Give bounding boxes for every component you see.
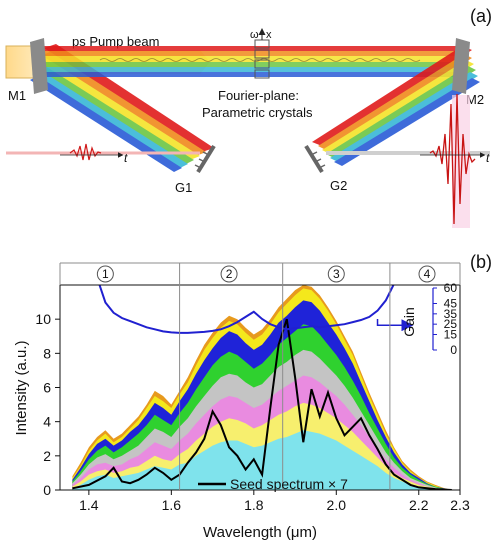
beams-horizontal	[44, 46, 460, 77]
y-tick-label: 0	[43, 482, 51, 498]
x-tick-label: 1.6	[162, 497, 182, 513]
section-circle	[418, 265, 436, 283]
section-markers: 1 2 3 4	[59, 262, 461, 490]
x-tick-label: 2.3	[450, 497, 470, 513]
panel-a-label: (a)	[470, 6, 492, 26]
y-axis: 0 2 4 6 8 10	[35, 311, 60, 498]
section-circle	[96, 265, 114, 283]
output-pulse	[429, 93, 476, 225]
panel-a: (a) ps Pump beam	[5, 6, 492, 228]
fourier-label-1: Fourier-plane:	[218, 88, 299, 103]
y-tick-label: 6	[43, 380, 51, 396]
time-label-1: t	[124, 151, 128, 165]
mirror-m2	[452, 38, 470, 94]
gain-curve	[98, 285, 395, 334]
beams-m1-g1	[30, 44, 214, 172]
plot-area	[72, 285, 452, 490]
legend-label: Seed spectrum × 7	[230, 476, 348, 492]
grating-g2	[304, 144, 326, 174]
g1-label: G1	[175, 180, 192, 195]
section-label: 3	[333, 267, 340, 281]
gain-tick-label: 0	[450, 343, 457, 357]
grating-g1	[194, 144, 216, 174]
x-tick-label: 1.8	[244, 497, 264, 513]
panel-b-label: (b)	[470, 252, 492, 272]
x-tick-label: 1.4	[79, 497, 99, 513]
gain-tick-label: 60	[444, 281, 458, 295]
x-tick-label: 2.2	[409, 497, 429, 513]
y-tick-label: 4	[43, 414, 51, 430]
y-tick-label: 8	[43, 345, 51, 361]
gain-arrow	[376, 319, 414, 332]
x-axis-label: Wavelength (μm)	[203, 524, 317, 541]
gain-tick-label: 35	[444, 307, 458, 321]
omega-label: ω	[250, 29, 259, 41]
gain-tick-label: 45	[444, 297, 458, 311]
gain-tick-label: 15	[444, 328, 458, 342]
section-circle	[327, 265, 345, 283]
y-tick-label: 2	[43, 448, 51, 464]
g2-label: G2	[330, 178, 347, 193]
x-tick-label: 2.0	[327, 497, 347, 513]
x-axis: 1.4 1.6 1.8 2.0 2.2 2.3	[79, 490, 470, 513]
section-circle	[220, 265, 238, 283]
y-tick-label: 10	[35, 311, 51, 327]
x-label: x	[266, 29, 272, 41]
m1-label: M1	[8, 88, 26, 103]
section-label: 1	[102, 267, 109, 281]
gain-tick-label: 25	[444, 317, 458, 331]
band-cyan	[72, 430, 452, 490]
y-axis-label: Intensity (a.u.)	[13, 340, 30, 435]
pump-label: ps Pump beam	[72, 34, 159, 49]
time-label-2: t	[486, 151, 490, 165]
section-label: 2	[226, 267, 233, 281]
section-label: 4	[424, 267, 431, 281]
fourier-label-2: Parametric crystals	[202, 105, 313, 120]
gain-axis-label: Gain	[401, 307, 417, 337]
seed-spectrum-line	[72, 318, 452, 490]
m2-label: M2	[466, 92, 484, 107]
beams-m2-g2	[312, 46, 480, 166]
mirror-m1	[30, 38, 48, 94]
